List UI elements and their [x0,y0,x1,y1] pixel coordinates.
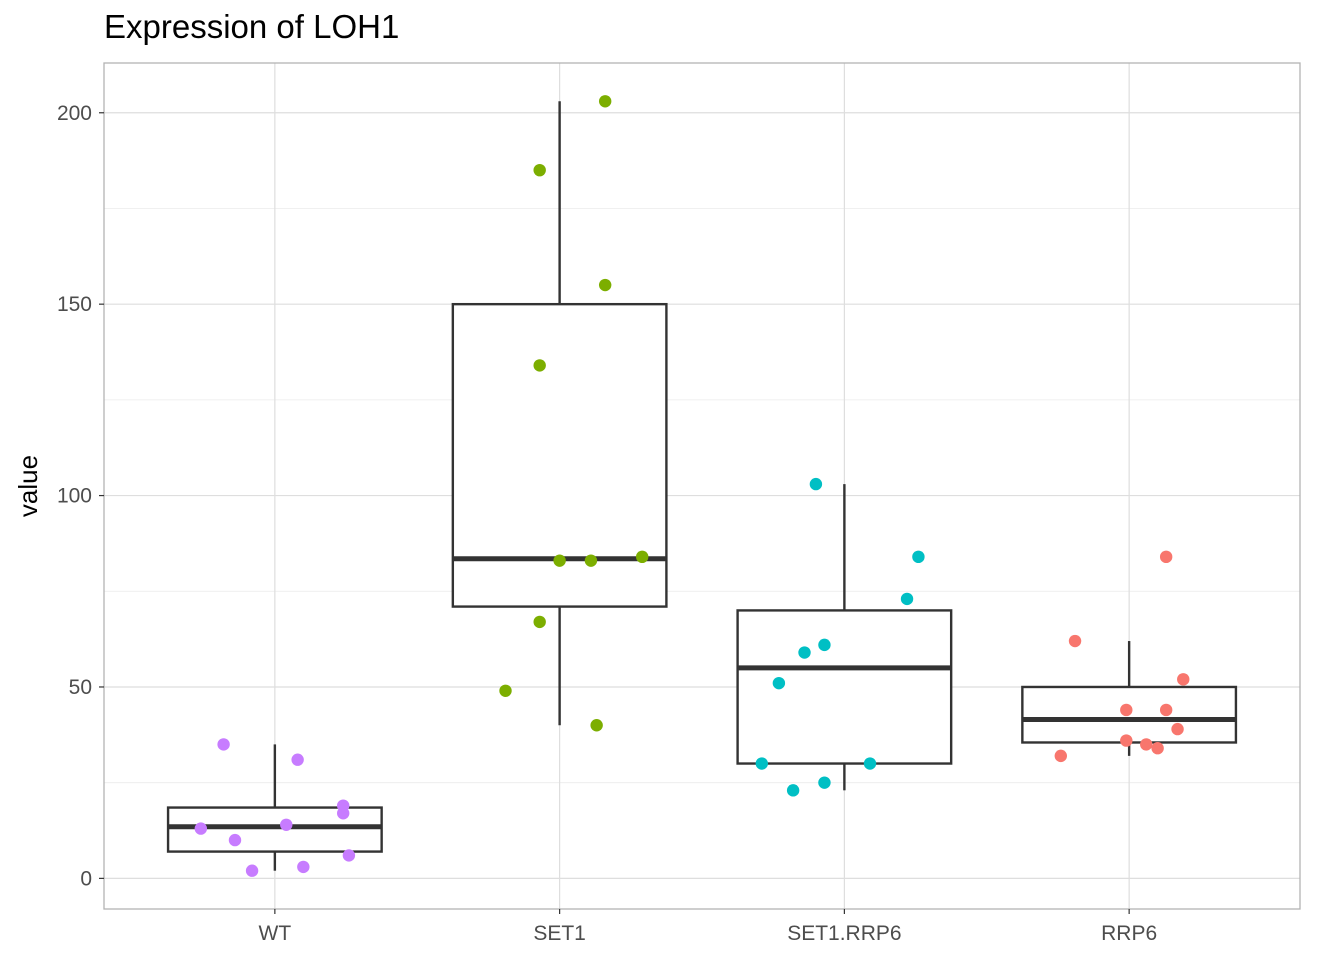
data-point [291,753,304,766]
data-point [342,849,356,862]
data-point [818,638,831,652]
data-point [598,278,612,292]
data-point [809,477,823,491]
data-point [245,864,259,877]
data-point [772,676,786,690]
y-axis-title: value [13,455,43,517]
data-point [798,646,811,659]
data-point [297,860,310,874]
data-point [755,757,768,770]
axis-ticks: 0 50 100 150 200 WT SET1 SET1.RRP6 RRP6 [57,102,1157,945]
y-tick-label: 100 [57,485,92,508]
x-tick-label: SET1 [533,922,586,945]
data-point [194,822,208,835]
data-point [553,554,566,567]
data-point [1068,634,1082,648]
data-point [1159,703,1173,717]
y-tick-label: 200 [57,102,92,125]
data-point [912,550,925,564]
x-tick-label: SET1.RRP6 [787,922,901,945]
plot-panel [104,63,1300,909]
data-point [1120,734,1133,747]
data-point [1171,722,1184,736]
data-point [533,615,546,629]
data-point [280,818,293,831]
data-point [1151,742,1164,755]
data-point [1140,738,1153,751]
plot-border [103,62,1301,910]
data-point [533,359,546,372]
data-point [217,738,230,751]
data-point [590,719,603,732]
chart-title: Expression of LOH1 [104,8,400,45]
y-tick-label: 50 [69,676,92,699]
data-point [636,550,649,564]
data-point [1120,703,1133,717]
y-tick-label: 150 [57,293,92,316]
data-point [900,592,914,606]
data-point [337,799,350,812]
data-point [499,684,512,698]
data-point [598,95,612,108]
data-point [1159,550,1173,564]
x-tick-label: WT [259,922,292,945]
data-point [228,833,242,847]
box-iqr [736,609,953,765]
data-point [1177,673,1190,686]
data-point [786,784,800,797]
data-point [1054,749,1068,763]
y-tick-label: 0 [80,867,92,890]
data-points [194,95,1190,877]
boxes [166,101,1238,871]
data-point [818,776,831,789]
x-tick-label: RRP6 [1101,922,1157,945]
data-point [533,163,546,177]
data-point [584,554,598,567]
data-point [863,757,877,770]
